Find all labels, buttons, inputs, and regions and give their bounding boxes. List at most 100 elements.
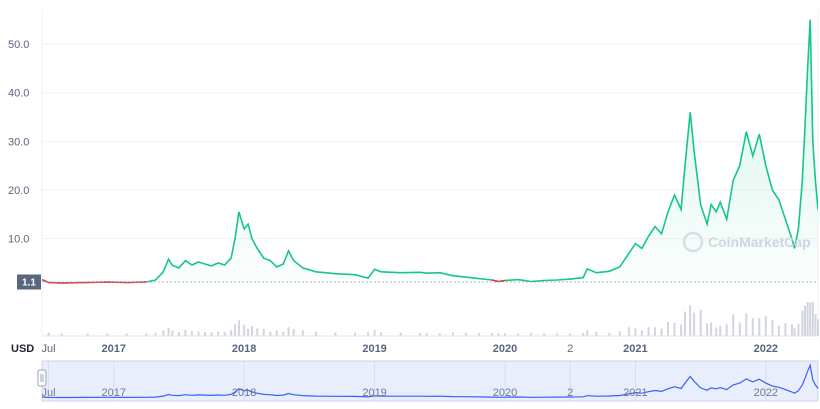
volume-bar (673, 322, 676, 336)
x-tick-label: 2019 (362, 343, 386, 355)
volume-bar (269, 331, 272, 336)
volume-bar (171, 330, 174, 336)
volume-bar (399, 332, 402, 336)
volume-bar (282, 331, 285, 336)
coinmarketcap-logo-icon (682, 231, 704, 253)
volume-bar (627, 327, 630, 336)
navigator-tick-label: Jul (41, 387, 55, 399)
watermark-text: CoinMarketCap (708, 234, 811, 250)
volume-bar (464, 332, 467, 336)
volume-bar (301, 330, 304, 336)
navigator-tick-label: 2022 (754, 387, 778, 399)
volume-bar (154, 332, 157, 336)
volume-bar (803, 305, 806, 336)
volume-bar (771, 320, 774, 336)
volume-bar (234, 324, 237, 336)
volume-bar (223, 332, 226, 336)
volume-bar (517, 333, 520, 336)
volume-bar (817, 319, 819, 336)
volume-bar (586, 329, 589, 336)
volume-bar (490, 333, 493, 336)
volume-bar (497, 333, 500, 336)
navigator-tick-label: 2021 (623, 387, 647, 399)
y-tick-label: 40.0 (8, 88, 29, 100)
y-tick-label: 30.0 (8, 136, 29, 148)
x-tick-label: 2022 (754, 343, 778, 355)
volume-bar (764, 316, 767, 336)
volume-bar (60, 333, 63, 336)
volume-bar (758, 318, 761, 336)
x-tick-label: 2021 (623, 343, 647, 355)
volume-bar (190, 331, 193, 336)
x-tick-label: Jul (41, 343, 55, 355)
volume-bar (634, 328, 637, 336)
volume-bar (809, 302, 812, 336)
volume-bar (367, 332, 370, 336)
volume-bar (543, 333, 546, 336)
volume-bar (618, 331, 621, 336)
start-price-label: 1.1 (22, 277, 36, 288)
volume-bar (793, 328, 796, 336)
volume-bar (683, 311, 686, 336)
volume-bar (438, 333, 441, 336)
volume-bar (217, 331, 220, 336)
volume-bar (503, 333, 506, 336)
navigator-tick-label: 2 (567, 387, 573, 399)
range-navigator[interactable]: Jul 2017 2018 2019 2020 2 2021 2022 (37, 360, 819, 402)
volume-bar (47, 332, 50, 336)
volume-bar (745, 313, 748, 336)
volume-bar (738, 322, 741, 336)
volume-bar (653, 327, 656, 336)
price-line-down (42, 278, 506, 284)
volume-bar (647, 326, 650, 336)
x-axis: Jul 2017 2018 2019 2020 2 2021 2022 (41, 343, 778, 355)
volume-bar (699, 309, 702, 336)
navigator-tick-label: 2019 (362, 387, 386, 399)
volume-bar (167, 327, 170, 336)
navigator-tick-label: 2017 (101, 387, 125, 399)
volume-bar (451, 332, 454, 336)
volume-bar (477, 333, 480, 336)
volume-bar (262, 328, 265, 336)
volume-bar (751, 318, 754, 336)
volume-bar (725, 324, 728, 336)
volume-bar (373, 329, 376, 336)
x-tick-label: 2017 (101, 343, 125, 355)
volume-bar (162, 330, 165, 336)
volume-bar (556, 333, 559, 336)
volume-bar (710, 322, 713, 336)
y-axis: 10.0 20.0 30.0 40.0 50.0 (8, 39, 29, 246)
volume-bar (380, 332, 383, 336)
volume-bar (660, 328, 663, 336)
volume-bar (184, 329, 187, 336)
price-area (42, 19, 818, 283)
volume-bar (719, 326, 722, 336)
volume-bar (425, 332, 428, 336)
volume-bar (667, 322, 670, 336)
volume-bar (197, 331, 200, 336)
navigator-handle-left[interactable] (37, 369, 47, 387)
volume-bar (595, 331, 598, 336)
volume-bar (801, 310, 804, 336)
volume-bar (237, 320, 240, 336)
volume-bar (354, 332, 357, 336)
volume-bar (230, 329, 233, 336)
volume-bar (125, 333, 128, 336)
volume-bar (608, 332, 611, 336)
navigator-tick-label: 2018 (232, 387, 256, 399)
volume-bar (680, 324, 683, 336)
volume-bar (582, 332, 585, 336)
volume-bar (204, 332, 207, 336)
volume-bar (732, 314, 735, 336)
watermark: CoinMarketCap (682, 231, 811, 253)
volume-bar (287, 327, 290, 336)
volume-bar (814, 314, 817, 336)
navigator-window[interactable] (41, 360, 819, 402)
volume-bar (314, 331, 317, 336)
volume-bar (689, 305, 692, 336)
volume-bar (210, 332, 213, 336)
y-tick-label: 10.0 (8, 234, 29, 246)
volume-bar (797, 323, 800, 336)
x-tick-label: 2 (567, 343, 573, 355)
volume-bar (334, 332, 337, 336)
